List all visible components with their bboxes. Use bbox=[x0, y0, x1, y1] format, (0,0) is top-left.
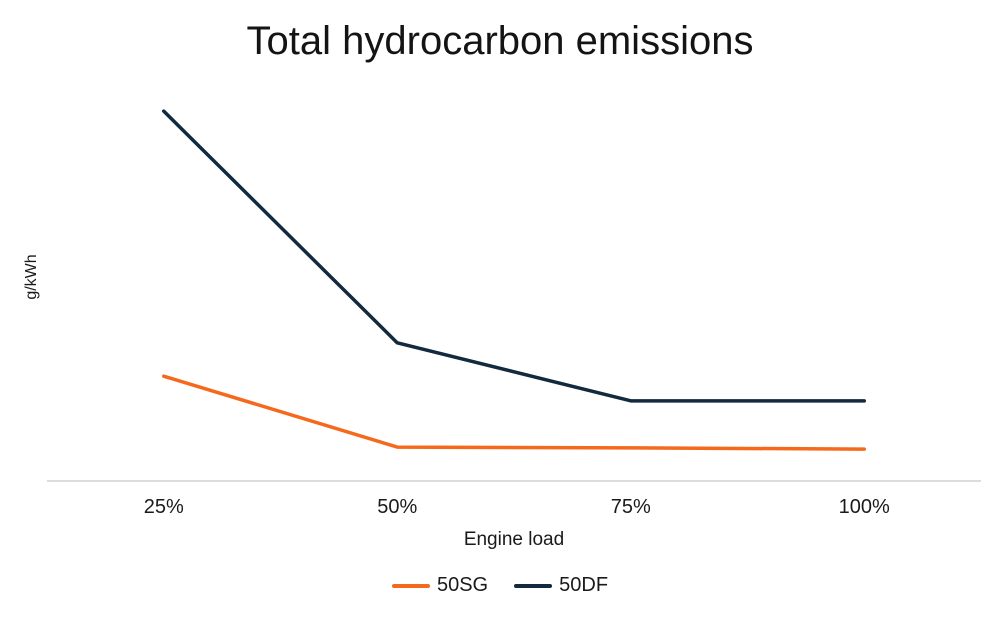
legend: 50SG 50DF bbox=[0, 574, 1000, 597]
series-line-50df bbox=[162, 109, 866, 403]
legend-item-50df: 50DF bbox=[514, 574, 608, 597]
legend-item-50sg: 50SG bbox=[391, 574, 489, 597]
legend-label: 50DF bbox=[559, 574, 609, 596]
legend-label: 50SG bbox=[436, 574, 489, 596]
plot-area bbox=[47, 90, 981, 482]
x-tick-label: 50% bbox=[377, 496, 418, 518]
chart-title: Total hydrocarbon emissions bbox=[246, 19, 754, 63]
x-tick-label: 25% bbox=[143, 496, 184, 518]
x-tick-row: 25% 50% 75% 100% bbox=[47, 496, 981, 522]
x-axis-title: Engine load bbox=[463, 529, 565, 550]
y-axis-label: g/kWh bbox=[23, 254, 40, 300]
legend-swatch-50sg bbox=[391, 583, 430, 588]
x-axis-line bbox=[47, 480, 981, 482]
plot-svg bbox=[162, 109, 866, 451]
legend-swatch-50df bbox=[514, 583, 553, 588]
series-line-50sg bbox=[162, 374, 866, 451]
x-tick-label: 75% bbox=[610, 496, 651, 518]
x-tick-label: 100% bbox=[838, 496, 890, 518]
